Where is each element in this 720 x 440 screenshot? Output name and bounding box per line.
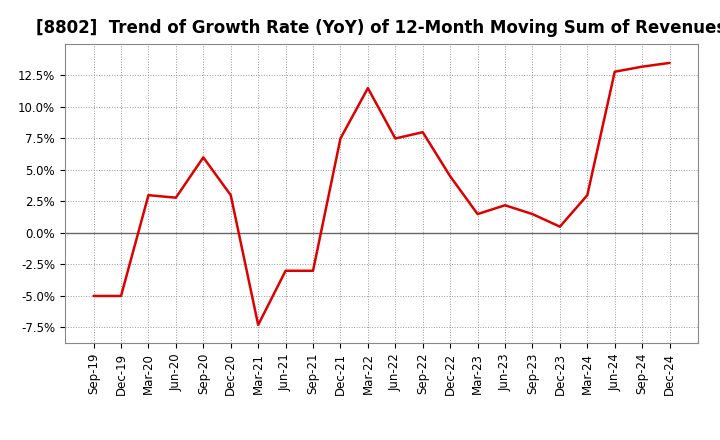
Title: [8802]  Trend of Growth Rate (YoY) of 12-Month Moving Sum of Revenues: [8802] Trend of Growth Rate (YoY) of 12-… (37, 19, 720, 37)
